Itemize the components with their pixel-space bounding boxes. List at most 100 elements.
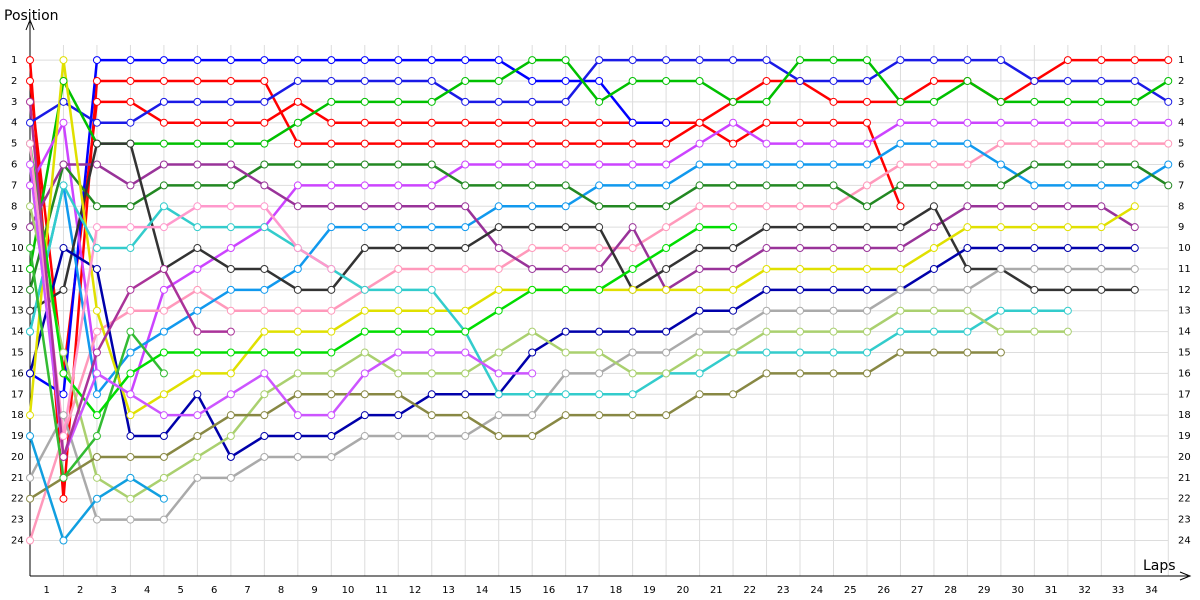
lap-marker — [762, 285, 771, 294]
lap-marker — [26, 160, 34, 169]
lap-marker — [1130, 139, 1139, 148]
lap-marker — [963, 244, 972, 253]
x-tick-label: 33 — [1112, 585, 1125, 596]
lap-marker — [762, 202, 771, 211]
lap-marker — [929, 181, 938, 190]
lap-marker — [193, 223, 202, 232]
x-tick-label: 18 — [610, 585, 623, 596]
lap-marker — [862, 348, 871, 357]
lap-marker — [662, 285, 671, 294]
y-axis-arrow — [25, 18, 35, 31]
lap-marker — [662, 327, 671, 336]
lap-marker — [427, 306, 436, 315]
lap-marker — [26, 118, 34, 127]
lap-marker — [829, 244, 838, 253]
lap-marker — [126, 473, 135, 482]
lap-marker — [1063, 244, 1072, 253]
lap-marker — [963, 285, 972, 294]
lap-marker — [662, 202, 671, 211]
lap-marker — [26, 432, 34, 441]
lap-marker — [896, 181, 905, 190]
lap-marker — [92, 327, 101, 336]
lap-marker — [260, 369, 269, 378]
lap-marker — [126, 494, 135, 503]
lap-marker — [595, 223, 604, 232]
series-line — [28, 59, 1136, 418]
lap-marker — [159, 97, 168, 106]
lap-marker — [193, 139, 202, 148]
lap-marker — [494, 285, 503, 294]
lap-marker — [193, 118, 202, 127]
lap-marker — [26, 202, 34, 211]
y-tick-label-right: 8 — [1178, 201, 1184, 212]
lap-marker — [494, 139, 503, 148]
lap-marker — [126, 432, 135, 441]
lap-marker — [996, 202, 1005, 211]
lap-marker — [159, 306, 168, 315]
lap-marker — [829, 285, 838, 294]
lap-marker — [92, 56, 101, 65]
lap-marker — [226, 223, 235, 232]
lap-marker — [226, 97, 235, 106]
lap-marker — [896, 56, 905, 65]
lap-marker — [796, 244, 805, 253]
lap-marker — [494, 264, 503, 273]
lap-marker — [59, 494, 68, 503]
lap-marker — [829, 160, 838, 169]
lap-marker — [862, 264, 871, 273]
lap-marker — [92, 494, 101, 503]
lap-marker — [595, 118, 604, 127]
lap-marker — [996, 306, 1005, 315]
lap-marker — [929, 139, 938, 148]
lap-marker — [226, 76, 235, 85]
lap-marker — [159, 118, 168, 127]
lap-marker — [796, 202, 805, 211]
lap-marker — [461, 432, 470, 441]
lap-marker — [796, 118, 805, 127]
lap-marker — [1164, 56, 1173, 65]
lap-marker — [963, 76, 972, 85]
x-tick-label: 4 — [144, 585, 150, 596]
lap-marker — [729, 202, 738, 211]
lap-marker — [695, 285, 704, 294]
x-tick-label: 26 — [877, 585, 890, 596]
lap-marker — [796, 348, 805, 357]
lap-marker — [1063, 160, 1072, 169]
lap-marker — [963, 181, 972, 190]
lap-marker — [59, 160, 68, 169]
lap-marker — [260, 76, 269, 85]
lap-marker — [226, 118, 235, 127]
lap-marker — [762, 223, 771, 232]
lap-marker — [628, 244, 637, 253]
lap-marker — [494, 244, 503, 253]
lap-marker — [260, 432, 269, 441]
series-line — [29, 351, 1001, 500]
lap-marker — [1130, 244, 1139, 253]
lap-marker — [59, 181, 68, 190]
lap-marker — [126, 411, 135, 420]
lap-marker — [226, 244, 235, 253]
lap-marker — [595, 244, 604, 253]
lap-marker — [628, 202, 637, 211]
series-line — [28, 267, 1135, 521]
lap-marker — [796, 223, 805, 232]
lap-marker — [293, 264, 302, 273]
lap-marker — [260, 223, 269, 232]
y-tick-label-right: 6 — [1178, 160, 1184, 171]
lap-marker — [796, 181, 805, 190]
lap-marker — [193, 285, 202, 294]
lap-marker — [260, 327, 269, 336]
lap-marker — [1130, 97, 1139, 106]
lap-marker — [226, 369, 235, 378]
lap-marker — [796, 56, 805, 65]
lap-marker — [59, 536, 68, 545]
lap-marker — [929, 160, 938, 169]
lap-marker — [461, 56, 470, 65]
x-tick-label: 2 — [77, 585, 83, 596]
lap-marker — [394, 223, 403, 232]
y-tick-label: 19 — [11, 431, 24, 442]
y-tick-label: 14 — [11, 327, 24, 338]
lap-marker — [528, 160, 537, 169]
lap-marker — [1097, 56, 1106, 65]
lap-marker — [394, 139, 403, 148]
